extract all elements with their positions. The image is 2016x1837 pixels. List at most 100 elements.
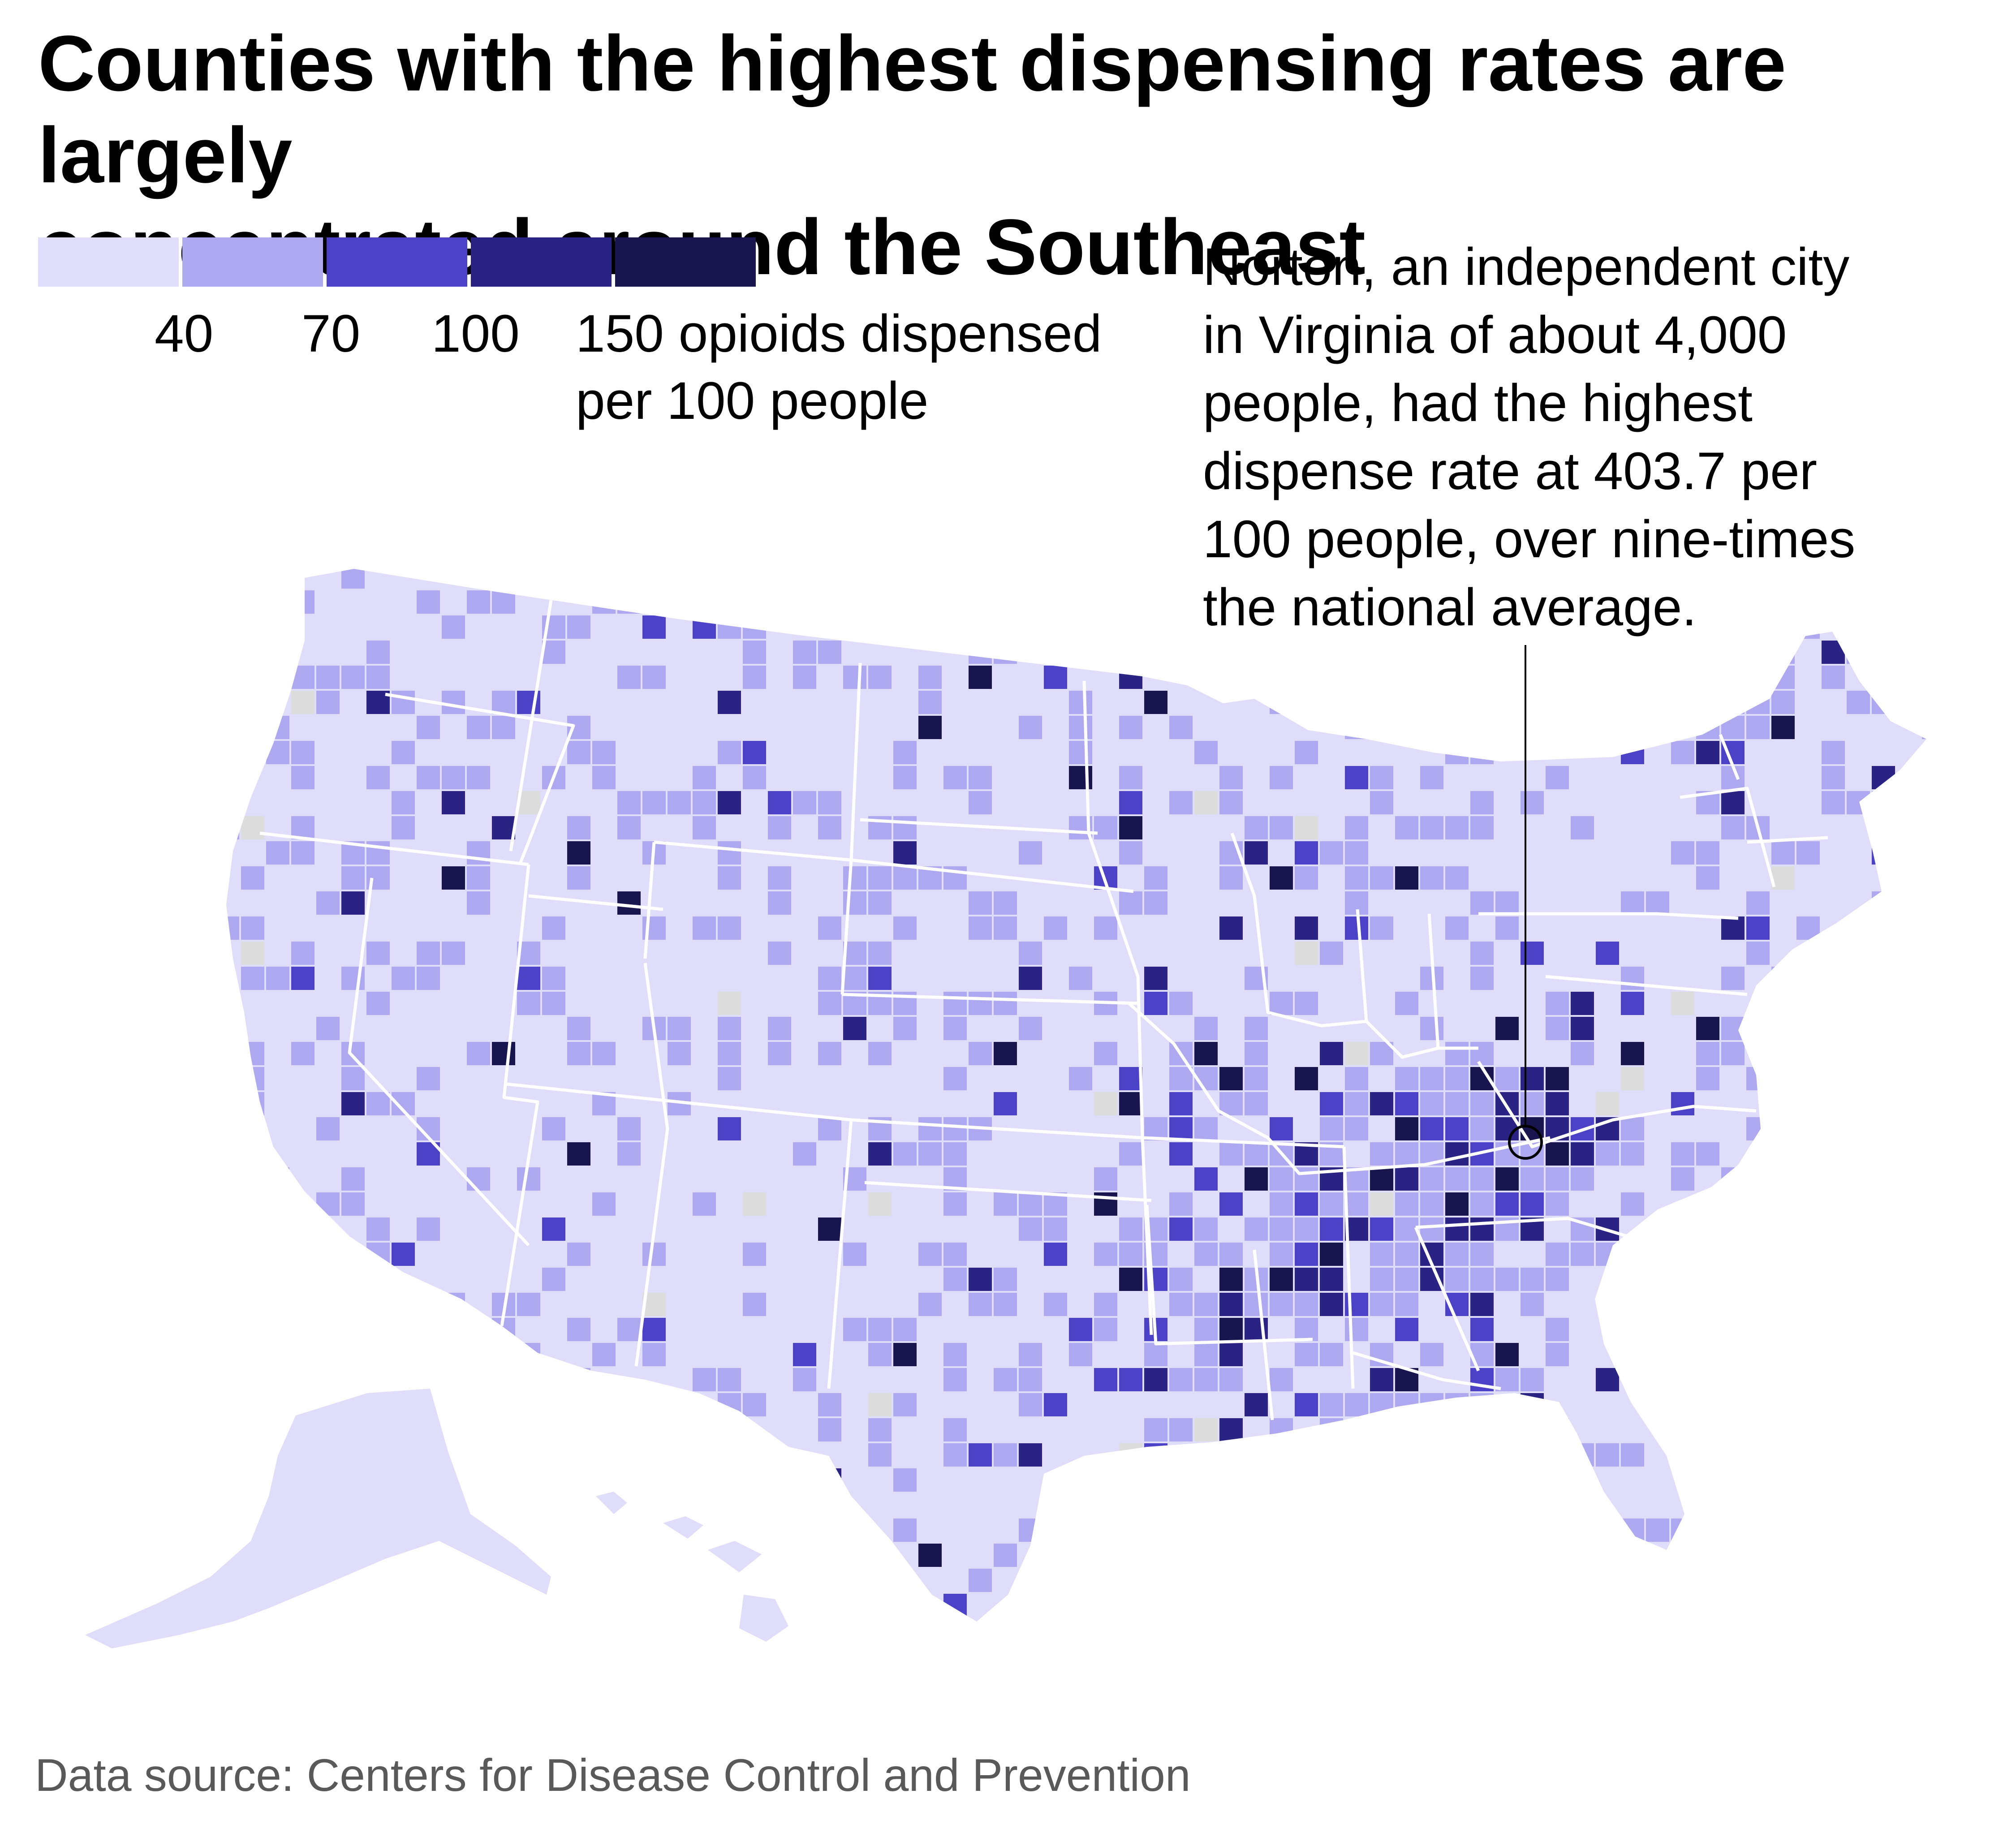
county <box>1144 992 1167 1015</box>
county <box>316 1368 340 1391</box>
county <box>1922 1142 1926 1166</box>
county <box>1445 1142 1469 1166</box>
county <box>1069 741 1092 764</box>
county <box>693 1468 716 1492</box>
county <box>417 766 440 789</box>
county <box>1420 866 1443 890</box>
county <box>1721 1544 1745 1567</box>
county <box>1646 1268 1669 1291</box>
county <box>1345 1493 1368 1517</box>
county <box>442 866 465 890</box>
county <box>718 841 741 865</box>
county <box>893 1017 917 1040</box>
county <box>1897 1217 1920 1241</box>
county <box>366 1268 390 1291</box>
county <box>592 1042 616 1065</box>
county <box>718 1117 741 1140</box>
county <box>642 590 666 614</box>
county <box>1295 1192 1318 1216</box>
county <box>1571 1167 1594 1191</box>
county <box>241 916 264 940</box>
county <box>1044 1243 1067 1266</box>
county <box>943 1418 967 1441</box>
county <box>1119 1217 1142 1241</box>
county <box>1546 1092 1569 1115</box>
county <box>818 590 841 614</box>
county <box>1445 716 1469 739</box>
county <box>1320 942 1343 965</box>
county <box>1144 866 1167 890</box>
county <box>1094 1092 1117 1115</box>
county <box>1019 1343 1042 1366</box>
county <box>1470 590 1494 614</box>
county <box>1370 1393 1393 1416</box>
county <box>1495 1268 1519 1291</box>
county <box>1571 569 1594 589</box>
county <box>1219 1268 1243 1291</box>
county <box>467 1368 490 1391</box>
county <box>1847 1268 1870 1291</box>
county <box>1470 1042 1494 1065</box>
county <box>567 1243 590 1266</box>
county <box>1796 967 1820 990</box>
county <box>1696 1042 1719 1065</box>
county <box>1571 1493 1594 1517</box>
county <box>1044 615 1067 639</box>
county <box>442 766 465 789</box>
county <box>291 841 314 865</box>
county <box>291 1217 314 1241</box>
county <box>1696 866 1719 890</box>
county <box>1295 1393 1318 1416</box>
county <box>517 1167 540 1191</box>
county <box>1646 1368 1669 1391</box>
county <box>642 1443 666 1467</box>
county <box>1696 1569 1719 1592</box>
county <box>1470 1594 1494 1617</box>
county <box>1194 1042 1218 1065</box>
county <box>1872 766 1895 789</box>
county <box>1746 1318 1770 1341</box>
county <box>1320 1243 1343 1266</box>
county <box>1295 816 1318 839</box>
county <box>693 1368 716 1391</box>
county <box>969 1042 992 1065</box>
county <box>567 1042 590 1065</box>
county <box>542 1217 565 1241</box>
county <box>1721 1268 1745 1291</box>
county <box>392 791 415 814</box>
county <box>1771 641 1795 664</box>
county <box>1796 841 1820 865</box>
county <box>1746 716 1770 739</box>
county <box>542 569 565 589</box>
county <box>467 1167 490 1191</box>
county <box>1295 1067 1318 1090</box>
county <box>1270 1117 1293 1140</box>
legend-threshold-40: 40 <box>155 304 214 363</box>
county <box>1445 1243 1469 1266</box>
county <box>1144 1343 1167 1366</box>
county <box>1596 1443 1619 1467</box>
county <box>592 766 616 789</box>
county <box>1470 1493 1494 1517</box>
county <box>1295 1569 1318 1592</box>
county <box>1495 666 1519 689</box>
county <box>1094 1293 1117 1316</box>
county <box>1194 1017 1218 1040</box>
legend-swatch-5 <box>615 237 756 287</box>
county <box>1872 1042 1895 1065</box>
county <box>1345 1544 1368 1567</box>
county <box>392 816 415 839</box>
county <box>893 590 917 614</box>
county <box>1571 691 1594 714</box>
county <box>943 1443 967 1467</box>
county <box>1044 641 1067 664</box>
county <box>567 1519 590 1542</box>
county <box>1847 641 1870 664</box>
county <box>592 1343 616 1366</box>
county <box>868 1418 892 1441</box>
county <box>316 891 340 915</box>
county <box>743 590 766 614</box>
hawaii-shape <box>739 1595 788 1642</box>
county <box>693 791 716 814</box>
county <box>1144 891 1167 915</box>
